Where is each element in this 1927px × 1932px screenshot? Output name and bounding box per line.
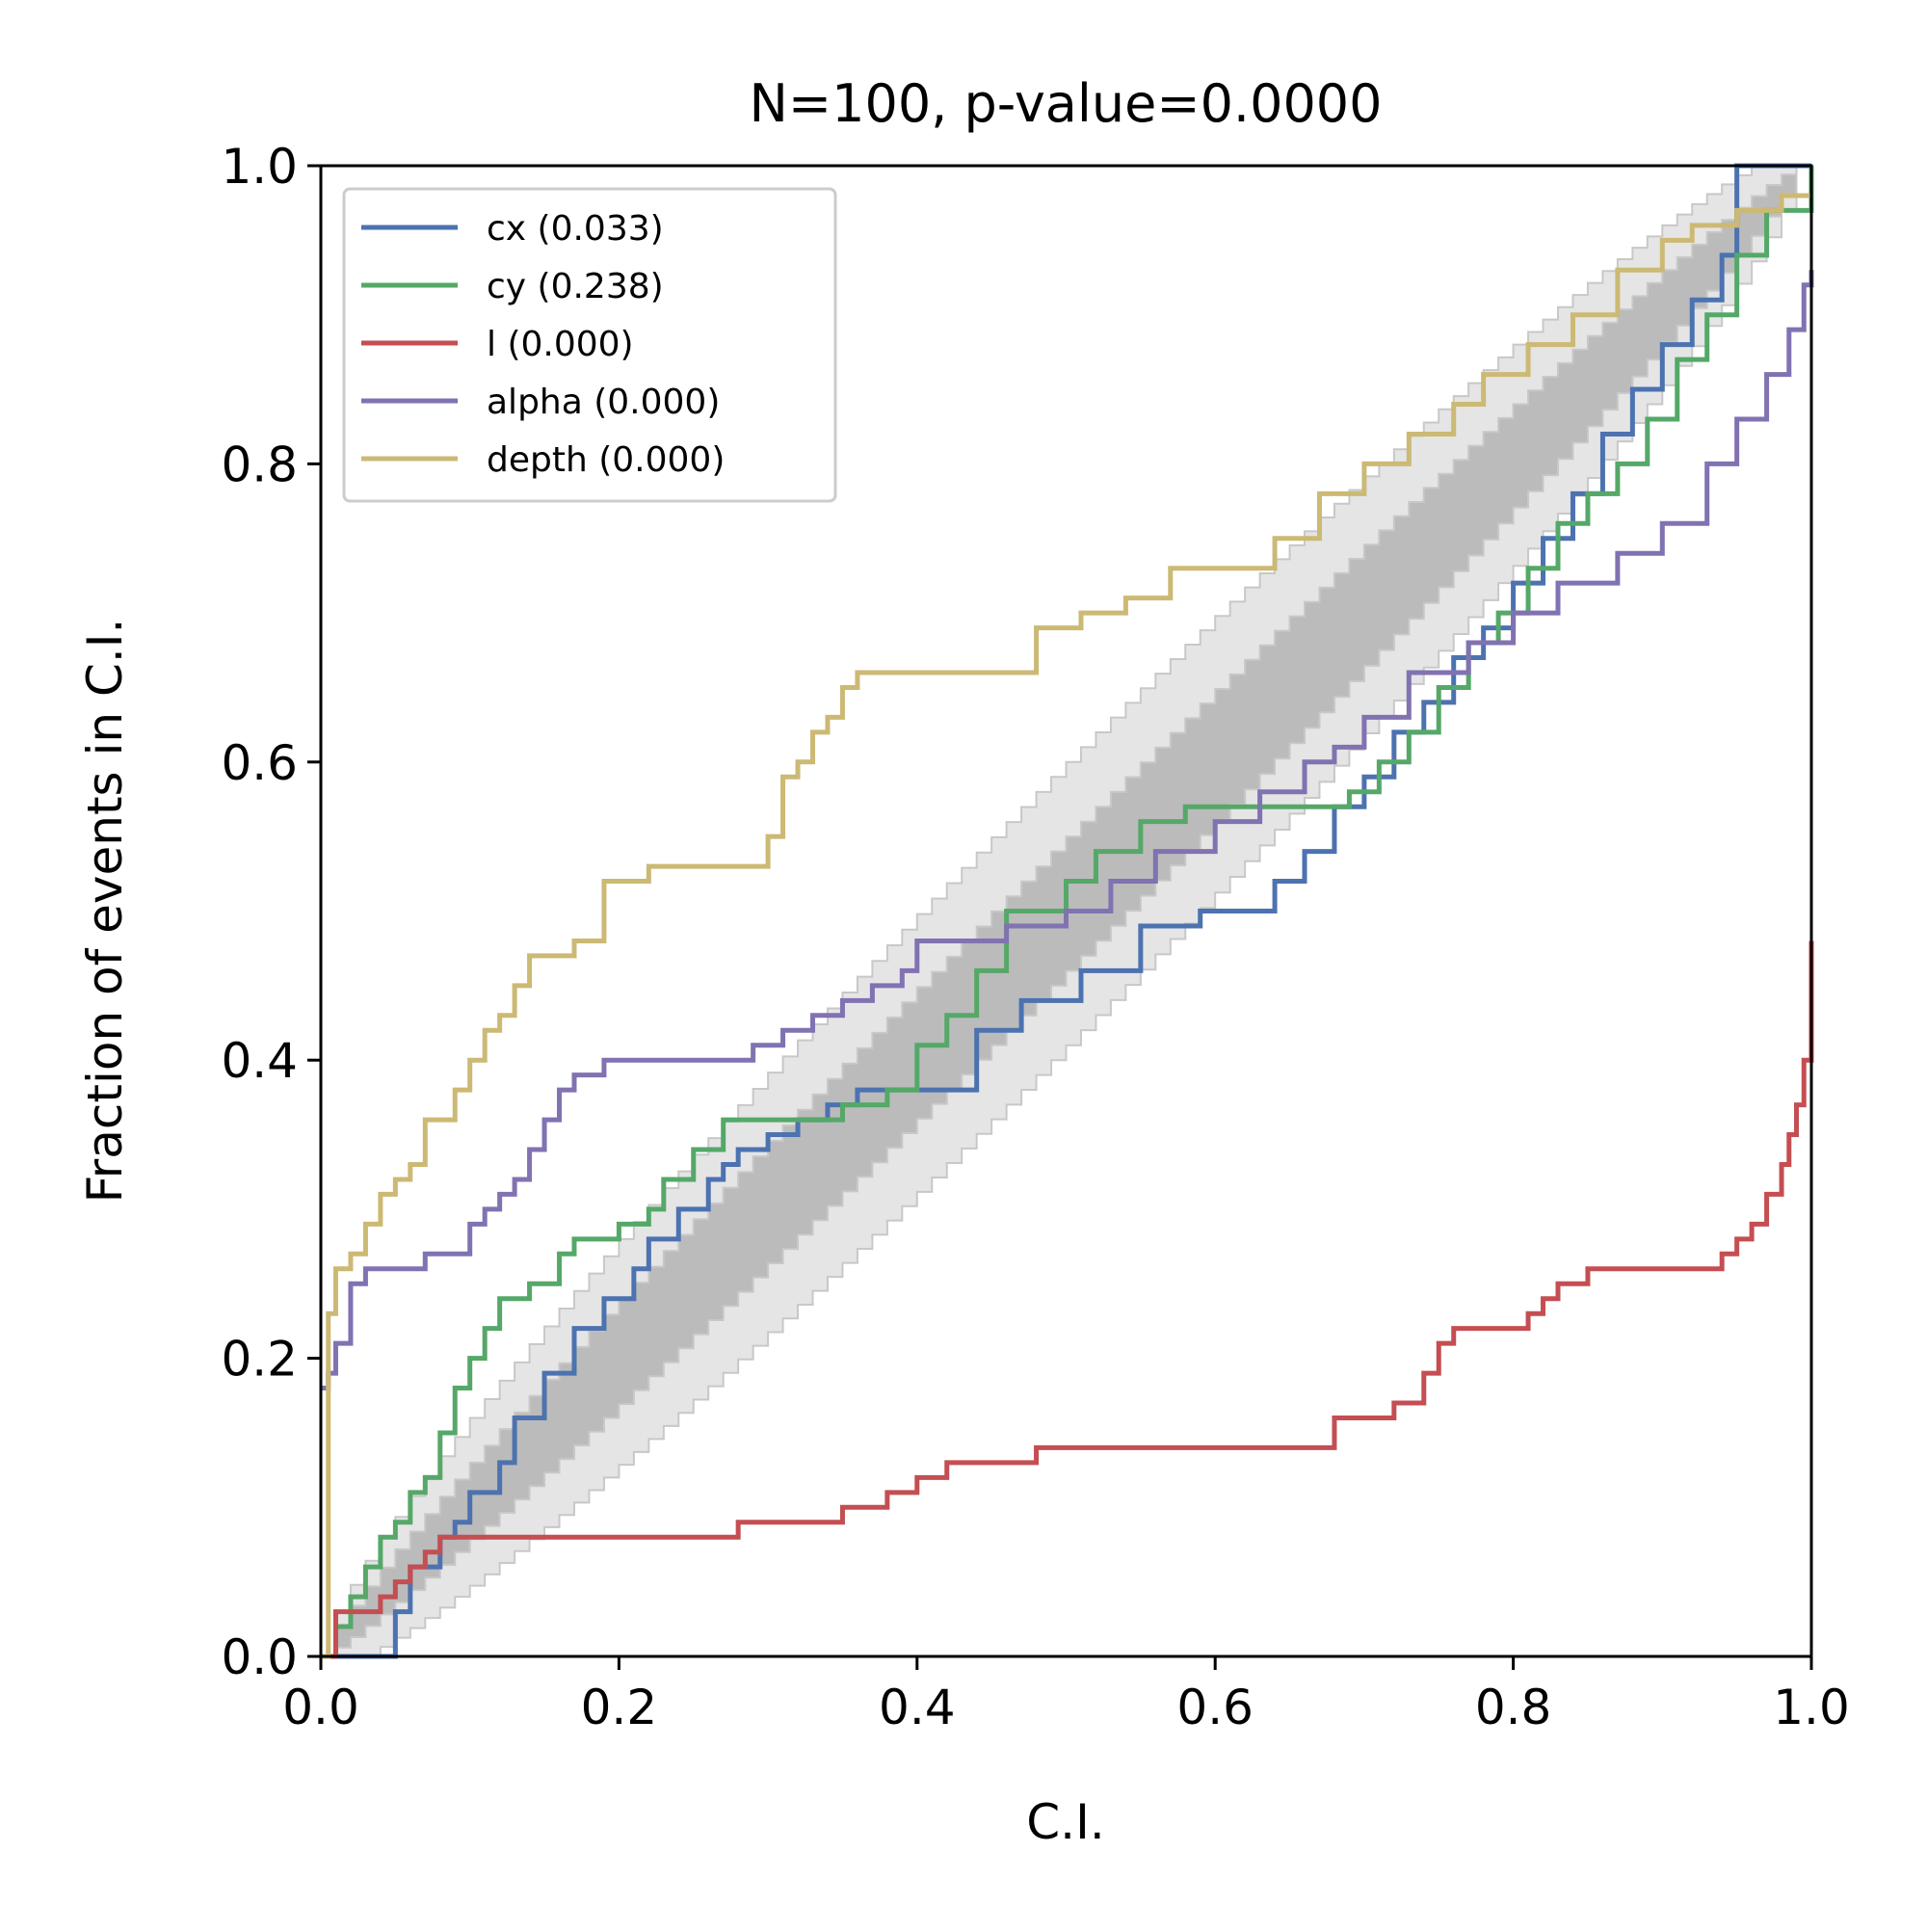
- y-tick-label-4: 0.8: [221, 437, 298, 492]
- y-tick-label-1: 0.2: [221, 1332, 298, 1388]
- legend-label-2: l (0.000): [487, 325, 634, 364]
- y-tick-label-2: 0.4: [221, 1033, 298, 1089]
- x-tick-label-2: 0.4: [879, 1680, 956, 1735]
- y-tick-label-0: 0.0: [221, 1629, 298, 1685]
- x-tick-label-3: 0.6: [1176, 1680, 1254, 1735]
- x-tick-label-4: 0.8: [1475, 1680, 1552, 1735]
- legend-label-4: depth (0.000): [487, 440, 725, 480]
- x-tick-label-1: 0.2: [581, 1680, 658, 1735]
- legend-box: [342, 187, 837, 503]
- legend-label-1: cy (0.238): [487, 267, 664, 306]
- series-line-4: [321, 193, 1811, 1659]
- axis-ticks: 0.0 0.2 0.4 0.6 0.8 1.0 0.0 0.2 0.4 0.6 0.8 1.0: [221, 139, 1849, 1735]
- x-tick-label-5: 1.0: [1773, 1680, 1850, 1735]
- legend-label-0: cx (0.033): [487, 209, 664, 249]
- x-axis-label: C.I.: [1026, 1794, 1104, 1850]
- series-line-0: [321, 163, 1811, 1659]
- series-line-3: [321, 270, 1814, 1391]
- chart-title: N=100, p-value=0.0000: [749, 73, 1382, 134]
- legend-label-3: alpha (0.000): [487, 383, 720, 422]
- x-tick-label-0: 0.0: [282, 1680, 359, 1735]
- series-line-2: [321, 940, 1814, 1659]
- series-line-1: [321, 166, 1814, 1659]
- y-axis-label: Fraction of events in C.I.: [77, 619, 133, 1204]
- legend: cx (0.033) cy (0.238) l (0.000) alpha (0.00…: [342, 187, 837, 503]
- plot-frame: [319, 164, 1813, 1658]
- data-series: [321, 163, 1814, 1659]
- y-tick-label-5: 1.0: [221, 139, 298, 195]
- y-tick-label-3: 0.6: [221, 735, 298, 791]
